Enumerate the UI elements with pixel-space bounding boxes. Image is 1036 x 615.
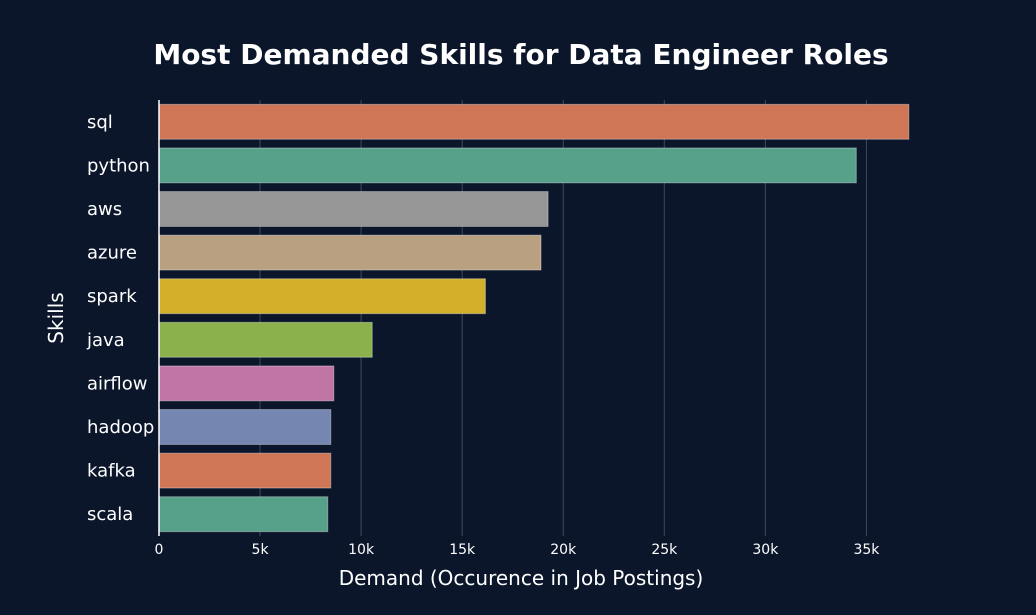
x-tick-label: 15k bbox=[449, 542, 476, 558]
y-tick-label: sql bbox=[87, 112, 113, 133]
bar-java bbox=[158, 321, 373, 358]
bar-hadoop bbox=[158, 409, 332, 445]
y-tick-label: python bbox=[87, 155, 150, 176]
x-tick-label: 35k bbox=[853, 542, 880, 558]
y-tick-label: aws bbox=[87, 199, 122, 220]
bar-airflow bbox=[158, 365, 335, 402]
y-tick-labels: sql python aws azure spark java airflow hadoop k… bbox=[86, 112, 154, 525]
x-axis-title: Demand (Occurence in Job Postings) bbox=[339, 566, 704, 590]
x-tick-label: 25k bbox=[651, 542, 678, 558]
y-tick-label: azure bbox=[87, 243, 137, 264]
y-axis-title: Skills bbox=[44, 292, 68, 343]
x-tick-label: 30k bbox=[752, 542, 779, 558]
x-tick-label: 5k bbox=[252, 542, 270, 558]
y-tick-label: kafka bbox=[87, 461, 136, 482]
bars bbox=[158, 103, 910, 533]
bar-aws bbox=[158, 191, 549, 227]
y-tick-label: java bbox=[86, 330, 125, 351]
x-tick-label: 20k bbox=[550, 542, 577, 558]
chart-title: Most Demanded Skills for Data Engineer R… bbox=[153, 38, 888, 71]
bar-kafka bbox=[158, 452, 332, 489]
x-tick-labels: 0 5k 10k 15k 20k 25k 30k 35k bbox=[155, 542, 881, 558]
x-tick-label: 0 bbox=[155, 542, 164, 558]
y-tick-label: scala bbox=[87, 504, 133, 525]
bar-azure bbox=[158, 234, 542, 271]
bar-sql bbox=[158, 103, 910, 140]
bar-scala bbox=[158, 496, 329, 533]
x-tick-label: 10k bbox=[348, 542, 375, 558]
bar-spark bbox=[158, 278, 486, 315]
y-tick-label: hadoop bbox=[87, 417, 154, 438]
y-tick-label: airflow bbox=[87, 373, 148, 394]
bar-python bbox=[158, 147, 857, 184]
y-tick-label: spark bbox=[87, 286, 137, 307]
